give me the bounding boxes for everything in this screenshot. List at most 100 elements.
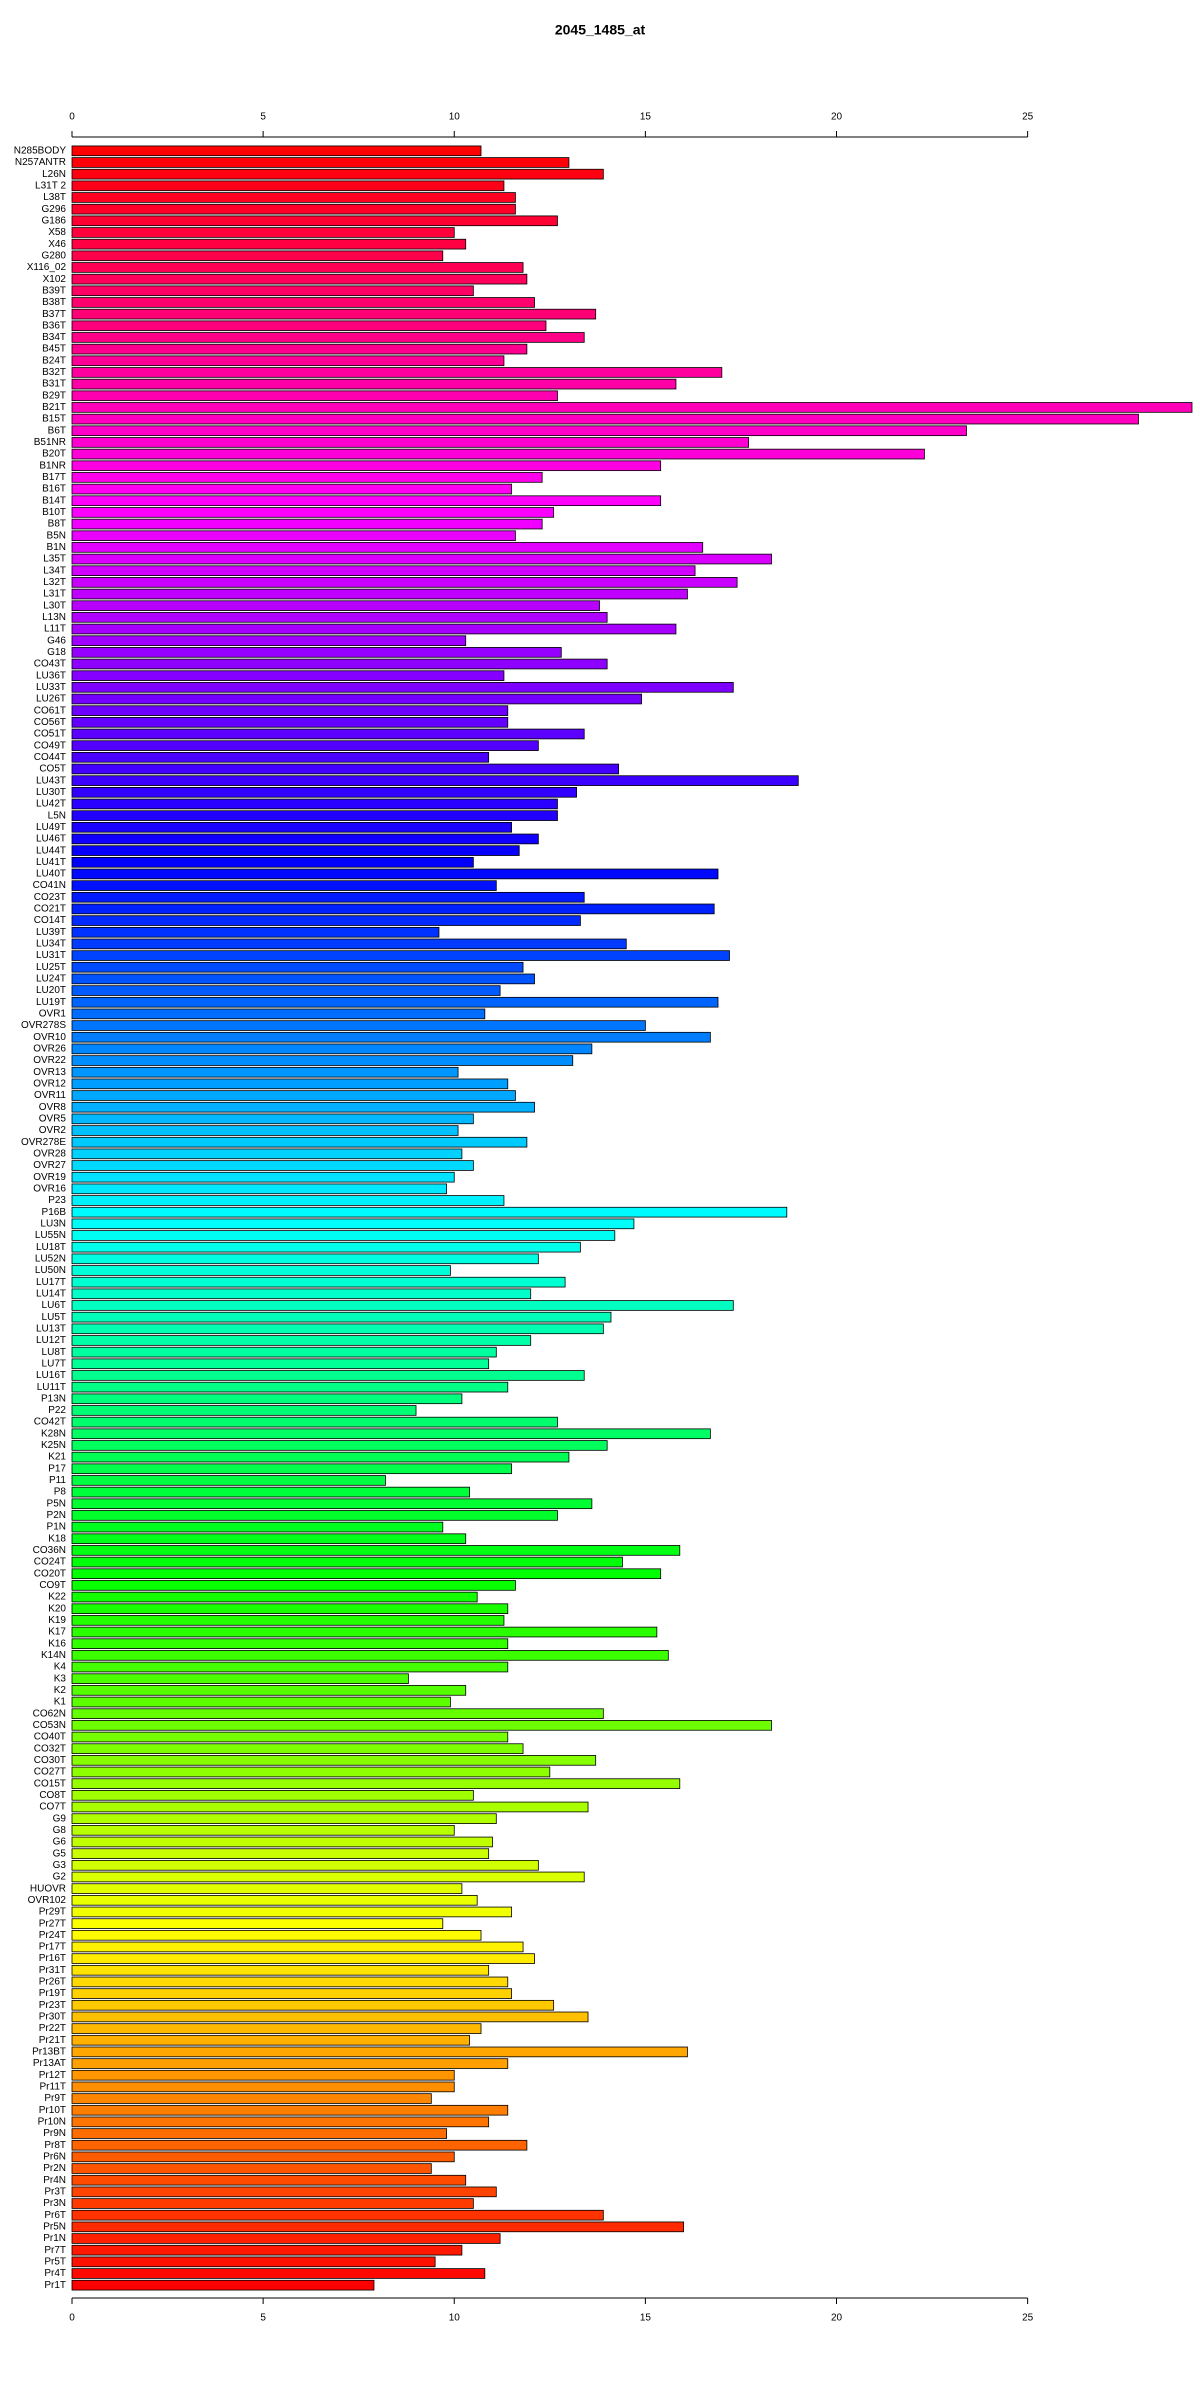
bar <box>71 1976 509 1988</box>
bar <box>71 472 543 483</box>
y-tick-label: LU20T <box>36 985 66 996</box>
y-tick-label: Pr3N <box>43 2198 66 2209</box>
bar <box>71 2011 589 2023</box>
bar <box>71 390 558 402</box>
bar <box>71 1440 608 1451</box>
bar <box>71 1720 772 1731</box>
y-tick-label: Pr19T <box>39 1988 66 1999</box>
y-tick-label: LU40T <box>36 869 66 880</box>
y-tick-label: B24T <box>42 355 66 366</box>
y-tick-label: B29T <box>42 390 66 401</box>
y-tick-label: K16 <box>48 1638 66 1649</box>
y-tick-label: OVR12 <box>33 1079 66 1090</box>
x-tick-label: 0 <box>69 112 75 123</box>
y-tick-label: LU18T <box>36 1242 66 1253</box>
bar <box>71 203 516 215</box>
bar <box>71 1148 463 1160</box>
y-tick-label: CO43T <box>34 659 66 670</box>
bar <box>71 1393 463 1405</box>
bar <box>71 1953 535 1964</box>
bar <box>71 227 455 238</box>
bar <box>71 1790 474 1801</box>
y-tick-label: Pr6T <box>44 2210 66 2221</box>
y-tick-label: X102 <box>43 274 67 285</box>
bar <box>71 565 696 576</box>
bar <box>71 647 562 658</box>
y-tick-label: HUOVR <box>30 1883 66 1894</box>
y-tick-label: X58 <box>48 227 66 238</box>
y-tick-label: B39T <box>42 285 66 296</box>
y-tick-label: X116_02 <box>27 262 67 273</box>
y-tick-label: P16B <box>42 1207 67 1218</box>
bar <box>71 1521 444 1533</box>
y-tick-label: CO51T <box>34 729 66 740</box>
bar <box>71 1696 451 1708</box>
y-tick-label: G3 <box>53 1860 67 1871</box>
bar <box>71 542 704 553</box>
x-tick-label: 20 <box>831 2313 843 2324</box>
bar <box>71 1568 662 1580</box>
y-tick-label: LU41T <box>36 857 66 868</box>
bar <box>71 1778 681 1789</box>
bar <box>71 518 543 530</box>
bar <box>71 588 688 600</box>
y-tick-label: CO9T <box>39 1580 66 1591</box>
y-tick-label: LU6T <box>42 1300 66 1311</box>
y-tick-label: Pr13BT <box>32 2047 66 2058</box>
y-tick-label: P23 <box>48 1195 66 1206</box>
bar <box>71 308 597 320</box>
bar <box>71 1090 516 1101</box>
y-tick-label: LU33T <box>36 682 66 693</box>
y-tick-label: LU49T <box>36 822 66 833</box>
y-tick-label: K2 <box>54 1685 67 1696</box>
bar <box>71 1580 516 1591</box>
bar <box>71 973 535 985</box>
bar <box>71 1405 417 1416</box>
bar <box>71 1871 585 1883</box>
y-tick-label: L31T 2 <box>35 180 66 191</box>
y-tick-label: G280 <box>42 250 67 261</box>
y-tick-label: Pr3T <box>44 2187 66 2198</box>
y-tick-label: K18 <box>48 1533 66 1544</box>
y-tick-label: K19 <box>48 1615 66 1626</box>
y-tick-label: G6 <box>53 1837 67 1848</box>
y-tick-label: B1N <box>47 542 66 553</box>
y-tick-label: CO20T <box>34 1568 66 1579</box>
y-tick-label: P8 <box>54 1487 67 1498</box>
y-tick-label: P1N <box>47 1522 66 1533</box>
bar <box>71 2046 688 2058</box>
x-tick-label: 10 <box>449 112 461 123</box>
bar <box>71 950 730 961</box>
y-tick-label: LU26T <box>36 694 66 705</box>
bar <box>71 1743 524 1754</box>
bar <box>71 926 440 938</box>
y-tick-label: B8T <box>48 519 66 530</box>
bar <box>71 600 600 611</box>
bar <box>71 1276 566 1288</box>
bar <box>71 1335 532 1346</box>
bar <box>71 1008 486 1020</box>
bar <box>71 262 524 273</box>
y-tick-label: K14N <box>41 1650 66 1661</box>
y-tick-label: G2 <box>53 1872 67 1883</box>
y-tick-label: OVR278E <box>21 1137 66 1148</box>
y-tick-label: Pr10N <box>38 2117 66 2128</box>
bar <box>71 1661 509 1673</box>
bar <box>71 1486 470 1498</box>
y-tick-label: L38T <box>43 192 66 203</box>
bar <box>71 2186 497 2198</box>
bar <box>71 2268 486 2279</box>
x-tick-label: 15 <box>640 112 652 123</box>
y-tick-label: CO21T <box>34 904 66 915</box>
y-tick-label: LU43T <box>36 775 66 786</box>
y-tick-label: G46 <box>47 635 66 646</box>
bar <box>71 1894 478 1906</box>
y-tick-label: CO24T <box>34 1557 66 1568</box>
y-tick-label: OVR26 <box>33 1044 66 1055</box>
bar <box>71 1626 658 1638</box>
bar <box>71 1755 597 1766</box>
bar <box>71 1615 505 1626</box>
bar <box>71 787 577 798</box>
y-tick-label: CO40T <box>34 1732 66 1743</box>
